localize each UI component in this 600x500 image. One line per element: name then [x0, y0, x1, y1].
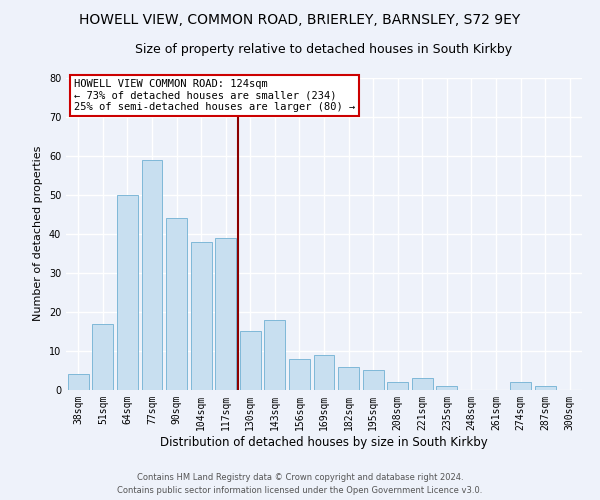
Text: Contains HM Land Registry data © Crown copyright and database right 2024.
Contai: Contains HM Land Registry data © Crown c… [118, 473, 482, 495]
Bar [191, 242, 212, 390]
Bar [314, 355, 334, 390]
Bar [117, 194, 138, 390]
Text: HOWELL VIEW, COMMON ROAD, BRIERLEY, BARNSLEY, S72 9EY: HOWELL VIEW, COMMON ROAD, BRIERLEY, BARN… [79, 12, 521, 26]
Bar [166, 218, 187, 390]
Bar [240, 332, 261, 390]
Bar [412, 378, 433, 390]
X-axis label: Distribution of detached houses by size in South Kirkby: Distribution of detached houses by size … [160, 436, 488, 448]
Bar [289, 359, 310, 390]
Text: HOWELL VIEW COMMON ROAD: 124sqm
← 73% of detached houses are smaller (234)
25% o: HOWELL VIEW COMMON ROAD: 124sqm ← 73% of… [74, 79, 355, 112]
Bar [265, 320, 286, 390]
Bar [362, 370, 383, 390]
Bar [92, 324, 113, 390]
Bar [338, 366, 359, 390]
Bar [215, 238, 236, 390]
Bar [535, 386, 556, 390]
Bar [387, 382, 408, 390]
Bar [436, 386, 457, 390]
Y-axis label: Number of detached properties: Number of detached properties [33, 146, 43, 322]
Bar [510, 382, 531, 390]
Bar [142, 160, 163, 390]
Title: Size of property relative to detached houses in South Kirkby: Size of property relative to detached ho… [136, 42, 512, 56]
Bar [68, 374, 89, 390]
